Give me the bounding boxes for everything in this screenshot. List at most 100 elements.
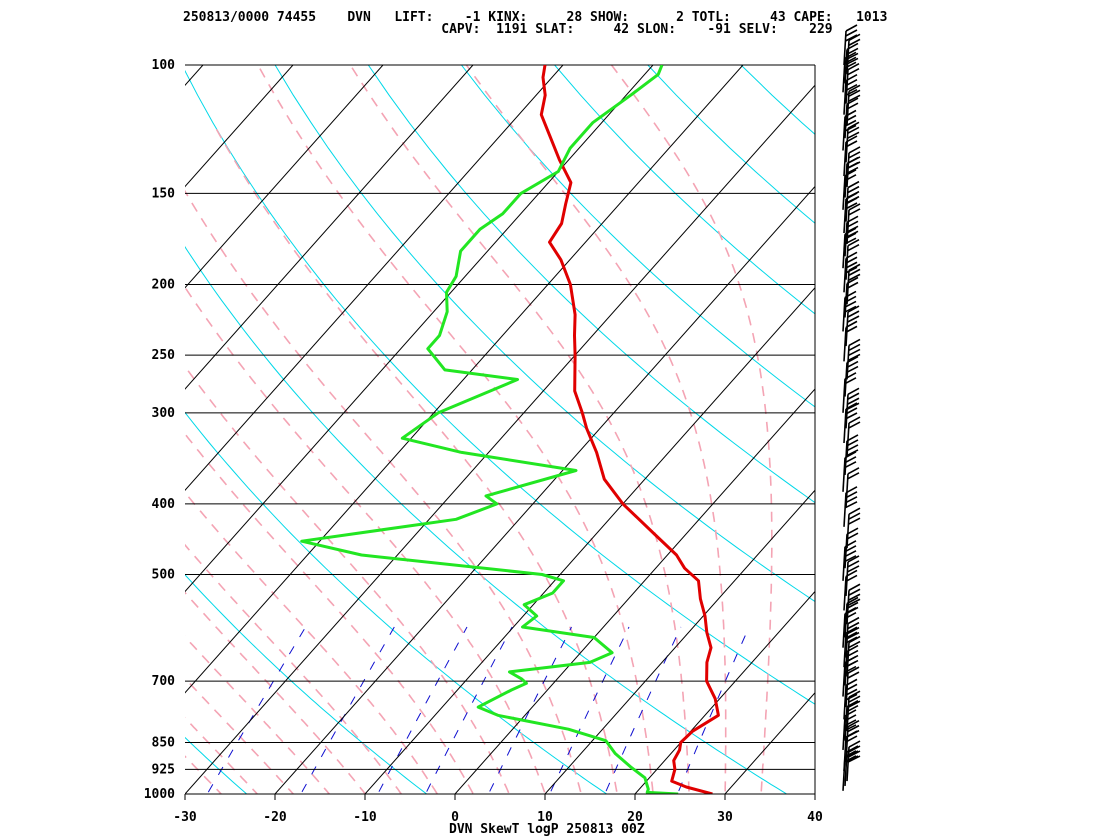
moist-adiabat <box>465 65 727 794</box>
wind-barb-feather <box>847 467 860 475</box>
temperature-tick-label: 10 <box>537 810 553 825</box>
dry-adiabat <box>834 65 1120 809</box>
wind-barb-feather <box>847 121 860 130</box>
wind-barb <box>843 678 858 720</box>
wind-barb-shaft <box>846 423 850 458</box>
wind-barb-shaft <box>846 270 850 305</box>
isotherm <box>185 65 204 87</box>
wind-barb <box>846 635 861 677</box>
wind-barb-shaft <box>845 473 849 508</box>
wind-barb-feather <box>847 305 860 313</box>
wind-barb <box>845 305 860 347</box>
profiles <box>300 65 720 794</box>
wind-barb-feather <box>848 635 861 644</box>
wind-barb-shaft <box>845 394 849 429</box>
isotherm <box>185 65 294 188</box>
wind-barb <box>846 338 861 380</box>
moist-adiabat <box>610 65 773 794</box>
wind-barb-feather <box>848 273 861 282</box>
wind-barb <box>845 180 860 222</box>
wind-barb-feather <box>845 449 859 457</box>
wind-barb-feather <box>848 203 861 211</box>
wind-barb-feather <box>847 616 860 625</box>
wind-barb-feather <box>846 532 859 540</box>
dry-adiabat <box>185 736 248 794</box>
header-line-2: CAPV: 1191 SLAT: 42 SLON: -91 SELV: 229 <box>183 22 833 37</box>
wind-barb-feather <box>848 700 861 708</box>
wind-barb-shaft <box>844 49 848 84</box>
wind-barb-shaft <box>845 673 849 708</box>
dewpoint-profile <box>300 65 679 794</box>
pressure-tick-label: 250 <box>152 348 176 363</box>
wind-barb <box>846 203 861 245</box>
wind-barb <box>844 527 859 569</box>
wind-barb <box>844 434 859 475</box>
wind-barb-feather <box>847 666 860 674</box>
wind-barb-feather <box>848 343 861 352</box>
wind-barb-feather <box>848 421 861 429</box>
wind-barb-shaft <box>846 697 850 732</box>
wind-barb-shaft <box>846 209 850 245</box>
wind-barb <box>843 24 858 66</box>
wind-barb-shaft <box>842 297 846 332</box>
wind-barb <box>845 555 860 597</box>
wind-barb <box>845 467 860 508</box>
wind-barb-feather <box>847 126 860 135</box>
isotherm <box>274 185 815 794</box>
isotherm <box>634 590 815 794</box>
wind-barb-shaft <box>844 534 848 569</box>
wind-barb-feather <box>846 439 859 447</box>
wind-barb-feather <box>846 360 859 369</box>
wind-barb-shaft <box>845 187 849 222</box>
wind-barb-shaft <box>846 590 850 625</box>
wind-barb <box>845 666 860 708</box>
pressure-tick-label: 925 <box>152 762 175 777</box>
wind-barb <box>846 416 861 458</box>
wind-barb-shaft <box>843 576 847 611</box>
wind-barb <box>846 84 861 126</box>
moist-adiabat <box>185 543 403 794</box>
temperature-tick-label: 30 <box>717 810 733 825</box>
wind-barb-feather <box>847 62 860 71</box>
wind-barb-feather <box>848 84 861 93</box>
moist-adiabat <box>185 432 475 794</box>
isobars <box>185 64 815 795</box>
wind-barb-shaft <box>842 662 846 697</box>
mixing-ratio-line <box>604 626 682 794</box>
wind-barb-feather <box>848 338 861 347</box>
wind-barb-feather <box>847 243 860 252</box>
wind-barb <box>845 616 860 658</box>
wind-barb-shaft <box>845 128 849 163</box>
isotherm <box>185 65 654 593</box>
mixing-ratio-line <box>424 626 513 794</box>
wind-barb-feather <box>844 501 858 509</box>
isotherm <box>185 65 474 390</box>
pressure-tick-label: 100 <box>152 58 176 73</box>
temperature-tick-labels: -30 -20 -10 0 10 20 30 40 <box>173 810 823 825</box>
header-line-1: 250813/0000 74455 DVN LIFT: -1 KINX: 28 … <box>183 10 888 25</box>
wind-barb-shaft <box>846 152 850 188</box>
wind-barb-feather <box>848 583 861 591</box>
wind-barb-shaft <box>844 283 848 318</box>
moist-adiabat <box>185 755 223 794</box>
wind-barb-shaft <box>845 245 849 280</box>
wind-barb-shaft <box>844 362 848 397</box>
temperature-profile <box>539 65 720 794</box>
wind-barb-feather <box>845 491 858 499</box>
wind-barb-feather <box>848 348 861 357</box>
wind-barb-shaft <box>844 440 848 475</box>
dry-adiabat <box>0 65 82 809</box>
wind-barb-feather <box>847 238 860 247</box>
pressure-tick-label: 300 <box>152 406 176 421</box>
temperature-tick-label: -20 <box>263 810 287 825</box>
wind-barb-feather <box>847 724 860 733</box>
mixing-ratio-line <box>206 626 307 794</box>
wind-barb <box>844 355 859 397</box>
moist-adiabat <box>185 635 331 794</box>
isotherm <box>724 691 815 794</box>
wind-barb-shaft <box>842 546 846 581</box>
wind-barb-shaft <box>845 726 849 761</box>
wind-barb-shaft <box>843 198 847 234</box>
dry-adiabat <box>185 574 428 794</box>
wind-barb-feather <box>848 89 861 98</box>
